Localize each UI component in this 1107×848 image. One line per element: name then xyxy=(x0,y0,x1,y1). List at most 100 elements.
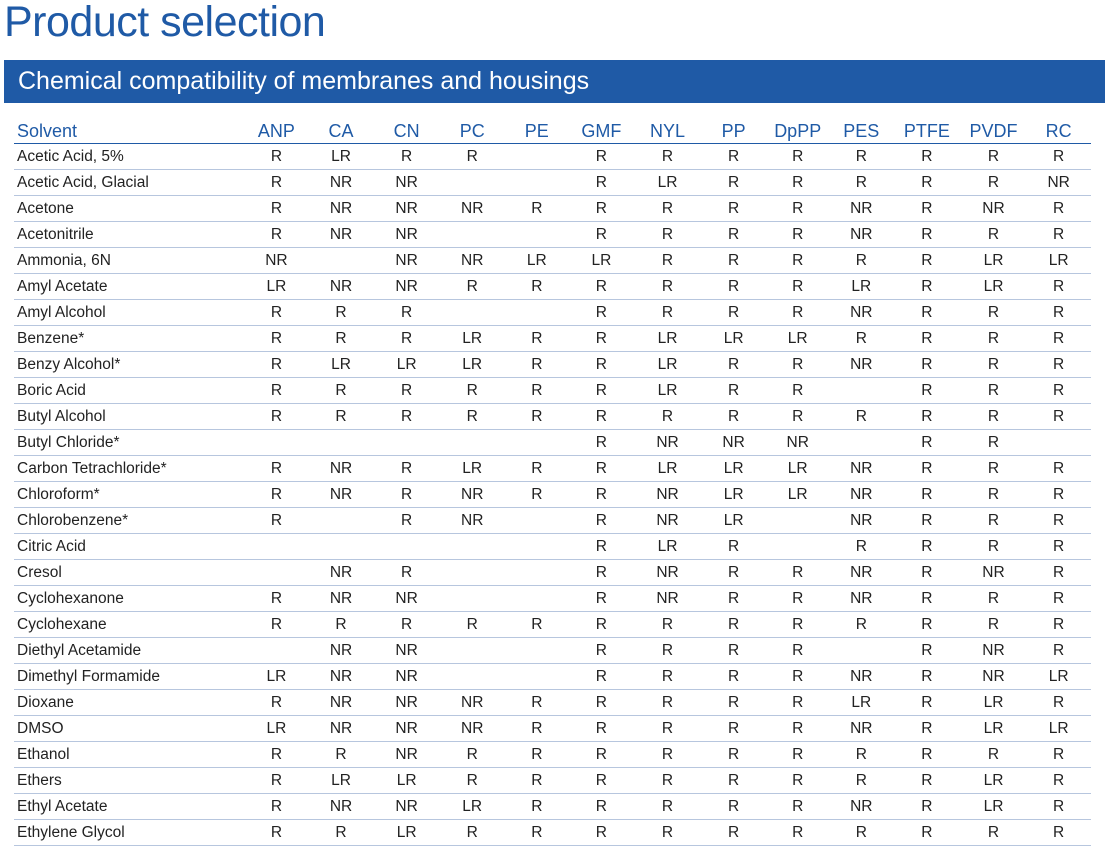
rating-cell-pes: NR xyxy=(829,585,894,612)
rating-cell-dppp: R xyxy=(765,741,830,768)
rating-cell-ca: NR xyxy=(308,169,374,196)
rating-cell-dppp: R xyxy=(765,299,830,326)
rating-cell-rc: R xyxy=(1026,273,1091,300)
rating-cell-cn: NR xyxy=(373,195,440,222)
rating-cell-cn: R xyxy=(373,455,440,482)
rating-cell-ptfe: R xyxy=(893,481,961,508)
rating-cell-dppp: R xyxy=(765,559,830,586)
rating-cell-rc: R xyxy=(1026,559,1091,586)
rating-cell-ca: R xyxy=(308,299,374,326)
rating-cell-ca: R xyxy=(308,325,374,352)
solvent-name: Ethylene Glycol xyxy=(14,819,245,846)
rating-cell-anp: LR xyxy=(244,715,309,742)
rating-cell-nyl: LR xyxy=(633,325,702,352)
rating-cell-ca: NR xyxy=(308,715,374,742)
rating-cell-pes: R xyxy=(829,143,894,170)
rating-cell-rc: R xyxy=(1026,377,1091,404)
rating-cell-pp: R xyxy=(701,403,766,430)
rating-cell-cn: NR xyxy=(373,247,440,274)
rating-cell-gmf: R xyxy=(569,143,634,170)
rating-cell-cn: R xyxy=(373,507,440,534)
rating-cell-cn: LR xyxy=(373,819,440,846)
table-row: Cyclohexane R R R R R R R R R R R R R xyxy=(14,611,1091,638)
rating-cell-cn: LR xyxy=(373,351,440,378)
solvent-name: Benzy Alcohol* xyxy=(14,351,245,378)
table-row: Carbon Tetrachloride* R NR R LR R R LR LR LR NR R R R xyxy=(14,455,1091,482)
rating-cell-nyl: NR xyxy=(633,507,702,534)
rating-cell-anp: LR xyxy=(244,273,309,300)
rating-cell-pvdf: LR xyxy=(960,793,1027,820)
rating-cell-ca: NR xyxy=(308,637,374,664)
page-title: Product selection xyxy=(4,0,326,46)
rating-cell-pc: R xyxy=(439,819,505,846)
rating-cell-ptfe: R xyxy=(893,559,961,586)
column-header-dppp: DpPP xyxy=(765,119,830,144)
rating-cell-rc: R xyxy=(1026,611,1091,638)
rating-cell-rc: R xyxy=(1026,481,1091,508)
rating-cell-rc: R xyxy=(1026,793,1091,820)
rating-cell-pe: R xyxy=(504,793,570,820)
rating-cell-pc xyxy=(439,221,505,248)
rating-cell-pvdf: R xyxy=(960,325,1027,352)
rating-cell-anp: R xyxy=(244,221,309,248)
rating-cell-ca: NR xyxy=(308,663,374,690)
rating-cell-pes: R xyxy=(829,325,894,352)
rating-cell-rc: R xyxy=(1026,819,1091,846)
rating-cell-gmf: R xyxy=(569,793,634,820)
rating-cell-pe: R xyxy=(504,819,570,846)
rating-cell-dppp: R xyxy=(765,273,830,300)
rating-cell-pvdf: NR xyxy=(960,663,1027,690)
rating-cell-rc: R xyxy=(1026,403,1091,430)
rating-cell-nyl: NR xyxy=(633,585,702,612)
rating-cell-ca xyxy=(308,429,374,456)
rating-cell-ptfe: R xyxy=(893,689,961,716)
rating-cell-ca: NR xyxy=(308,793,374,820)
solvent-name: Chloroform* xyxy=(14,481,245,508)
column-header-pc: PC xyxy=(439,119,505,144)
rating-cell-ptfe: R xyxy=(893,611,961,638)
rating-cell-gmf: R xyxy=(569,273,634,300)
solvent-name: Butyl Chloride* xyxy=(14,429,245,456)
rating-cell-dppp: R xyxy=(765,403,830,430)
rating-cell-ptfe: R xyxy=(893,403,961,430)
rating-cell-pvdf: NR xyxy=(960,195,1027,222)
rating-cell-ca: NR xyxy=(308,585,374,612)
rating-cell-rc: R xyxy=(1026,689,1091,716)
rating-cell-ca: R xyxy=(308,403,374,430)
table-row: Ethanol R R NR R R R R R R R R R R xyxy=(14,741,1091,768)
rating-cell-anp: R xyxy=(244,325,309,352)
rating-cell-nyl: NR xyxy=(633,429,702,456)
solvent-name: Dioxane xyxy=(14,689,245,716)
rating-cell-cn: NR xyxy=(373,793,440,820)
rating-cell-pc: LR xyxy=(439,793,505,820)
rating-cell-pp: R xyxy=(701,533,766,560)
rating-cell-pp: R xyxy=(701,689,766,716)
rating-cell-ca: R xyxy=(308,819,374,846)
rating-cell-pvdf: LR xyxy=(960,689,1027,716)
rating-cell-gmf: R xyxy=(569,377,634,404)
rating-cell-gmf: R xyxy=(569,221,634,248)
rating-cell-pvdf: R xyxy=(960,533,1027,560)
rating-cell-pe xyxy=(504,663,570,690)
rating-cell-ptfe: R xyxy=(893,715,961,742)
rating-cell-anp: R xyxy=(244,143,309,170)
rating-cell-pp: R xyxy=(701,273,766,300)
solvent-name: Amyl Alcohol xyxy=(14,299,245,326)
rating-cell-cn: R xyxy=(373,377,440,404)
rating-cell-nyl: R xyxy=(633,273,702,300)
rating-cell-nyl: LR xyxy=(633,377,702,404)
rating-cell-pvdf: R xyxy=(960,741,1027,768)
rating-cell-rc xyxy=(1026,429,1091,456)
rating-cell-ptfe: R xyxy=(893,741,961,768)
rating-cell-ca: LR xyxy=(308,143,374,170)
rating-cell-pes: R xyxy=(829,741,894,768)
rating-cell-ptfe: R xyxy=(893,533,961,560)
rating-cell-anp: R xyxy=(244,481,309,508)
rating-cell-pc: LR xyxy=(439,351,505,378)
rating-cell-pp: R xyxy=(701,221,766,248)
rating-cell-cn: NR xyxy=(373,663,440,690)
rating-cell-nyl: R xyxy=(633,221,702,248)
rating-cell-pp: R xyxy=(701,793,766,820)
solvent-name: Chlorobenzene* xyxy=(14,507,245,534)
rating-cell-cn: NR xyxy=(373,637,440,664)
